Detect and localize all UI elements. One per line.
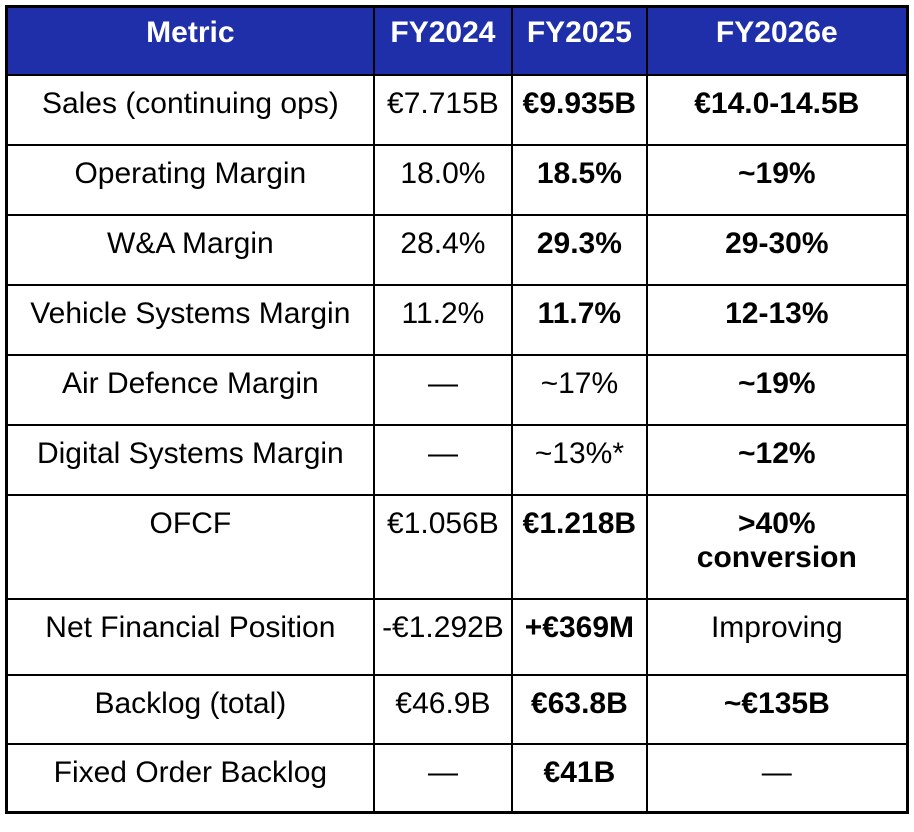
fy2026e-cell: ~19% xyxy=(645,143,909,216)
table-row-net-financial-position: Net Financial Position -€1.292B +€369M I… xyxy=(5,597,909,676)
table-row-ofcf: OFCF €1.056B €1.218B >40% conversion xyxy=(5,493,909,600)
fy2024-cell: €7.715B xyxy=(372,73,514,146)
fy2024-cell: 18.0% xyxy=(372,143,514,216)
fy2026e-cell: >40% conversion xyxy=(645,493,909,600)
table-row-air-defence-margin: Air Defence Margin — ~17% ~19% xyxy=(5,353,909,426)
metric-cell: Net Financial Position xyxy=(5,597,375,676)
fy2024-cell: 28.4% xyxy=(372,213,514,286)
fy2026e-cell: ~€135B xyxy=(645,673,909,745)
table-row-digital-systems-margin: Digital Systems Margin — ~13%* ~12% xyxy=(5,423,909,496)
fy2026e-cell: Improving xyxy=(645,597,909,676)
metric-cell: Digital Systems Margin xyxy=(5,423,375,496)
fy2025-cell: ~13%* xyxy=(511,423,648,496)
fy2024-cell: 11.2% xyxy=(372,283,514,356)
metric-cell: Fixed Order Backlog xyxy=(5,742,375,814)
metric-cell: Backlog (total) xyxy=(5,673,375,745)
header-row: Metric FY2024 FY2025 FY2026e xyxy=(5,5,909,76)
metric-cell: Air Defence Margin xyxy=(5,353,375,426)
fy2026e-cell: 12-13% xyxy=(645,283,909,356)
column-header-fy2026e: FY2026e xyxy=(645,5,909,76)
table-row-vehicle-systems-margin: Vehicle Systems Margin 11.2% 11.7% 12-13… xyxy=(5,283,909,356)
fy2024-cell: -€1.292B xyxy=(372,597,514,676)
fy2026e-cell: ~12% xyxy=(645,423,909,496)
column-header-metric: Metric xyxy=(5,5,375,76)
fy2024-cell: — xyxy=(372,423,514,496)
fy2024-cell: €46.9B xyxy=(372,673,514,745)
fy2025-cell: 11.7% xyxy=(511,283,648,356)
table-row-operating-margin: Operating Margin 18.0% 18.5% ~19% xyxy=(5,143,909,216)
metric-cell: Sales (continuing ops) xyxy=(5,73,375,146)
table-row-fixed-order-backlog: Fixed Order Backlog — €41B — xyxy=(5,742,909,814)
fy2026e-cell: €14.0-14.5B xyxy=(645,73,909,146)
table-row-sales: Sales (continuing ops) €7.715B €9.935B €… xyxy=(5,73,909,146)
fy2024-cell: — xyxy=(372,353,514,426)
fy2025-cell: +€369M xyxy=(511,597,648,676)
fy2025-cell: ~17% xyxy=(511,353,648,426)
fy2025-cell: 18.5% xyxy=(511,143,648,216)
table-row-wa-margin: W&A Margin 28.4% 29.3% 29-30% xyxy=(5,213,909,286)
fy2025-cell: €1.218B xyxy=(511,493,648,600)
column-header-fy2025: FY2025 xyxy=(511,5,648,76)
column-header-fy2024: FY2024 xyxy=(372,5,514,76)
metric-cell: OFCF xyxy=(5,493,375,600)
metric-cell: Vehicle Systems Margin xyxy=(5,283,375,356)
table-row-backlog-total: Backlog (total) €46.9B €63.8B ~€135B xyxy=(5,673,909,745)
fy2025-cell: €9.935B xyxy=(511,73,648,146)
fy2026e-cell: 29-30% xyxy=(645,213,909,286)
fy2025-cell: 29.3% xyxy=(511,213,648,286)
fy2026e-cell: — xyxy=(645,742,909,814)
fy2025-cell: €41B xyxy=(511,742,648,814)
metric-cell: W&A Margin xyxy=(5,213,375,286)
fy2025-cell: €63.8B xyxy=(511,673,648,745)
fy2026e-cell: ~19% xyxy=(645,353,909,426)
metric-cell: Operating Margin xyxy=(5,143,375,216)
fy2024-cell: €1.056B xyxy=(372,493,514,600)
fy2024-cell: — xyxy=(372,742,514,814)
financial-metrics-table: Metric FY2024 FY2025 FY2026e Sales (cont… xyxy=(5,5,909,814)
